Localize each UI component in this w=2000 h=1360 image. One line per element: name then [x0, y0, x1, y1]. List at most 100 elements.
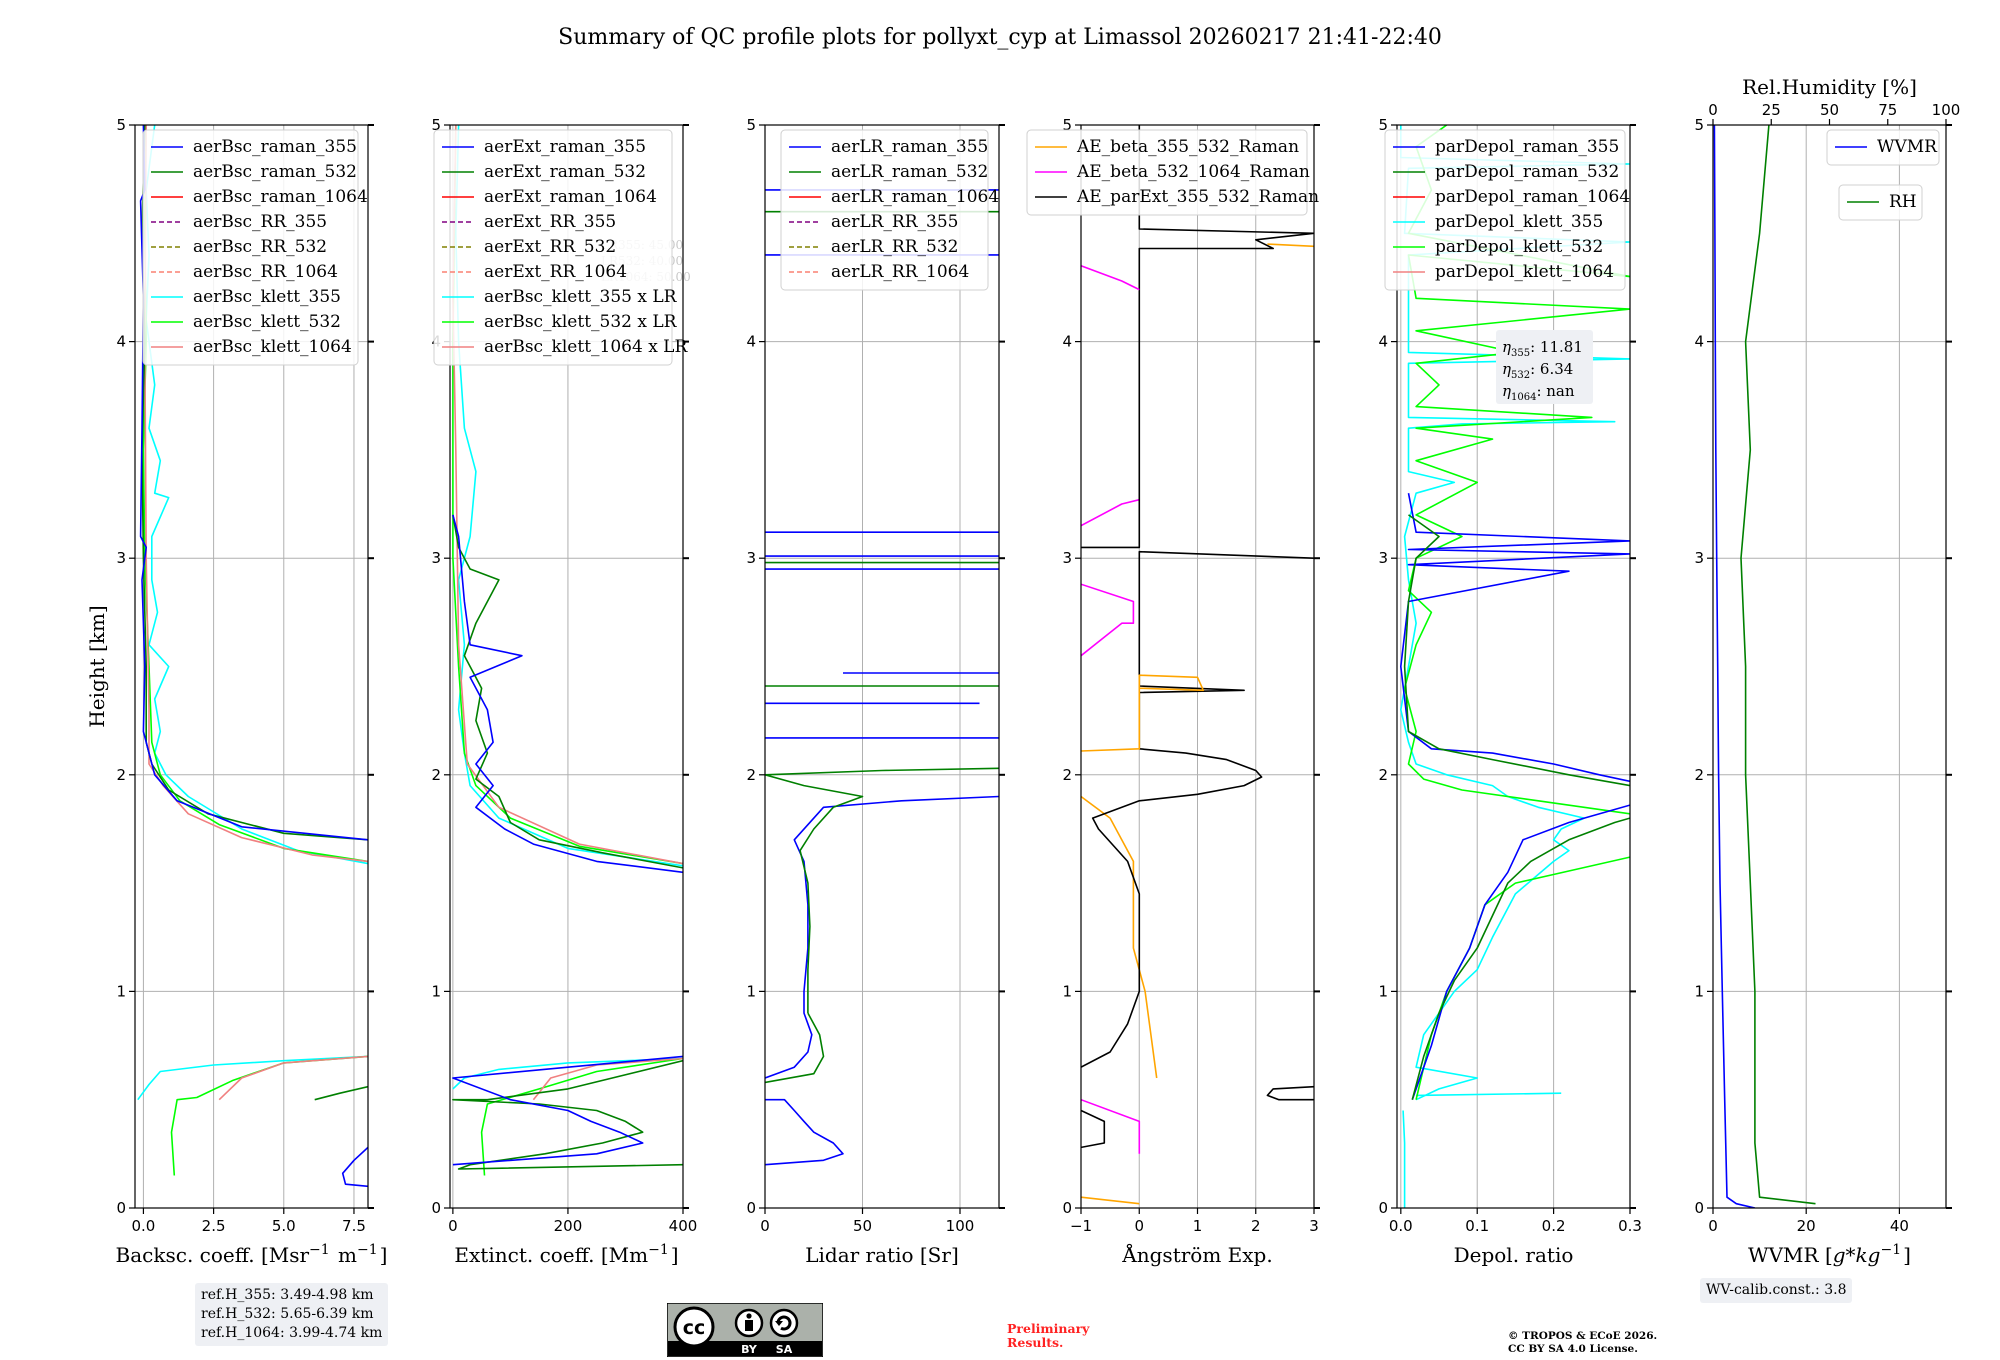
axes-frame	[1396, 124, 1631, 1209]
xtick-label: 50	[853, 1217, 872, 1235]
xtick-label: 3	[1309, 1217, 1319, 1235]
series-aerBsc_klett_532 x LR	[452, 125, 683, 865]
profile-panels: 0 1 2 3 4 5 0.0 2.5 5.0 7.5 Backsc. coeff. [Msr−1 …	[85, 75, 1960, 1267]
ytick-label: 1	[431, 982, 441, 1000]
series-aerBsc_klett_1064	[144, 125, 368, 863]
legend-label: parDepol_klett_355	[1435, 212, 1603, 232]
xtick-label: 0.0	[1389, 1217, 1413, 1235]
axes-frame	[764, 124, 1000, 1209]
legend-label: aerLR_RR_355	[831, 212, 958, 232]
panel-bsc: 0 1 2 3 4 5 0.0 2.5 5.0 7.5 Backsc. coeff. [Msr−1 …	[85, 116, 691, 1267]
copyright-line-1: © TROPOS & ECoE 2026.	[1508, 1330, 1658, 1342]
xtick-label: 400	[669, 1217, 698, 1235]
series-group	[1081, 125, 1314, 1205]
legend-label: aerBsc_klett_1064	[193, 337, 352, 357]
legend-label: aerBsc_RR_532	[193, 237, 327, 257]
legend-label: aerLR_RR_1064	[831, 262, 969, 282]
series-parDepol_klett_532	[1415, 856, 1630, 1100]
ytick-label: 0	[116, 1199, 126, 1217]
ytick-label: 2	[431, 766, 441, 784]
ytick-label: 4	[746, 333, 756, 351]
ytick-label: 3	[1378, 549, 1388, 567]
ytick-label: 1	[746, 982, 756, 1000]
xtick-label: 40	[1890, 1217, 1909, 1235]
xtick-label: 2.5	[202, 1217, 226, 1235]
ytick-label: 4	[1694, 333, 1704, 351]
legend-label: aerExt_RR_355	[484, 212, 616, 232]
series-RH	[1740, 125, 1816, 1205]
ytick-label: 5	[431, 116, 441, 134]
legend-label: aerExt_RR_1064	[484, 262, 627, 282]
preliminary-line-1: Preliminary	[1007, 1321, 1090, 1336]
ytick-label: 0	[1062, 1199, 1072, 1217]
legend-label: parDepol_raman_1064	[1435, 187, 1630, 207]
xlabel: Depol. ratio	[1454, 1243, 1574, 1267]
legend-label: aerLR_raman_1064	[831, 187, 999, 207]
preliminary-results-note: Preliminary Results.	[1007, 1322, 1089, 1350]
ytick-label: 2	[116, 766, 126, 784]
xtick-top-label: 25	[1762, 101, 1781, 119]
ytick-label: 3	[746, 549, 756, 567]
xtick-label: 0	[448, 1217, 458, 1235]
legend-label: aerBsc_raman_1064	[193, 187, 368, 207]
eta-text: η532: 6.34	[1502, 360, 1573, 381]
xtick-label: 0.2	[1542, 1217, 1566, 1235]
series-WVMR	[1713, 125, 1756, 1208]
legend-frame	[1838, 184, 1923, 221]
ytick-label: 1	[1694, 982, 1704, 1000]
ytick-label: 3	[431, 549, 441, 567]
refh-355-text: ref.H_355: 3.49-4.98 km	[201, 1287, 374, 1303]
xtick-label: 5.0	[272, 1217, 296, 1235]
series-AE_beta_532_1064_Raman	[1081, 498, 1140, 527]
xtick-label: −1	[1070, 1217, 1092, 1235]
series-aerBsc_klett_355	[137, 1055, 368, 1101]
xtick-label: 100	[946, 1217, 975, 1235]
cc-by-sa-icon: cc BY SA	[667, 1303, 823, 1357]
series-AE_beta_532_1064_Raman	[1081, 583, 1135, 657]
series-AE_beta_355_532_Raman	[1081, 795, 1158, 1079]
refh-1064-text: ref.H_1064: 3.99-4.74 km	[201, 1325, 383, 1341]
legend-frame	[1384, 129, 1626, 291]
panel-depol: 0 1 2 3 4 5 0.0 0.1 0.2 0.3 Depol. ratio parDepol_r…	[1378, 116, 1641, 1267]
series-parDepol_klett_355	[1402, 1110, 1406, 1208]
legend-label: aerExt_raman_532	[484, 162, 646, 182]
legend-depol: parDepol_raman_355 parDepol_raman_532 parD…	[1384, 129, 1630, 291]
xtick-label: 0.3	[1618, 1217, 1642, 1235]
legend-label: AE_beta_532_1064_Raman	[1076, 162, 1310, 182]
reference-height-box: ref.H_355: 3.49-4.98 km ref.H_532: 5.65-…	[195, 1283, 389, 1346]
series-aerBsc_klett_532	[170, 1055, 368, 1176]
ytick-label: 5	[1694, 116, 1704, 134]
ytick-label: 0	[431, 1199, 441, 1217]
ytick-label: 0	[746, 1199, 756, 1217]
copyright-note: © TROPOS & ECoE 2026. CC BY SA 4.0 Licen…	[1508, 1330, 1657, 1356]
series-aerBsc_klett_1064	[218, 1055, 368, 1101]
ytick-label: 1	[1378, 982, 1388, 1000]
xtick-label: 1	[1193, 1217, 1203, 1235]
xlabel: Backsc. coeff. [Msr−1 m−1 ]	[116, 1242, 388, 1267]
series-AE_beta_532_1064_Raman	[1081, 265, 1140, 291]
legend-label: aerExt_RR_532	[484, 237, 616, 257]
ytick-label: 5	[116, 116, 126, 134]
legend-label: aerBsc_klett_532 x LR	[484, 312, 678, 332]
ytick-label: 2	[1062, 766, 1072, 784]
legend-frame	[433, 129, 673, 366]
legend-label: aerBsc_klett_355 x LR	[484, 287, 678, 307]
xtick-label: 200	[554, 1217, 583, 1235]
series-AE_parExt_355_532_Raman	[1266, 1085, 1314, 1101]
ytick-label: 3	[116, 549, 126, 567]
eta-box	[1496, 330, 1593, 404]
series-AE_parExt_355_532_Raman	[1081, 125, 1314, 549]
series-aerLR_raman_532	[765, 1012, 825, 1084]
legend-ext: aerExt_raman_355 aerExt_raman_532 aerExt_r…	[433, 129, 688, 366]
xtick-label: 2	[1251, 1217, 1261, 1235]
ytick-label: 2	[1378, 766, 1388, 784]
series-parDepol_raman_355	[1400, 493, 1630, 783]
ytick-label: 1	[116, 982, 126, 1000]
xlabel: Lidar ratio [Sr]	[805, 1243, 959, 1267]
eta-text: η1064: nan	[1502, 382, 1575, 403]
ytick-label: 5	[1062, 116, 1072, 134]
legend-label: AE_parExt_355_532_Raman	[1076, 187, 1319, 207]
series-AE_beta_355_532_Raman	[1267, 243, 1314, 248]
legend-label: aerExt_raman_1064	[484, 187, 657, 207]
series-aerExt_raman_532	[452, 514, 683, 869]
